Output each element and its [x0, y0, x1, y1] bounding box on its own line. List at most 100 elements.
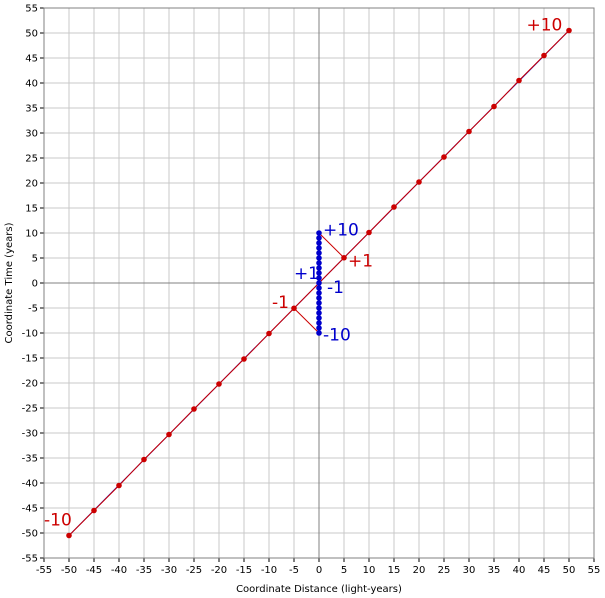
- data-point: [441, 154, 447, 160]
- y-tick-label: 10: [25, 229, 38, 240]
- y-tick-label: -40: [22, 479, 38, 490]
- y-tick-label: -30: [22, 429, 38, 440]
- data-point: [316, 240, 322, 246]
- x-tick-label: 5: [341, 565, 347, 576]
- data-point: [341, 254, 347, 261]
- data-point: [316, 280, 322, 286]
- data-point: [316, 245, 322, 251]
- x-tick-label: 15: [388, 565, 401, 576]
- data-point: [566, 27, 572, 34]
- y-tick-label: 0: [32, 279, 38, 290]
- x-tick-label: -50: [61, 565, 77, 576]
- annotation-label: +1: [348, 252, 373, 272]
- data-point: [316, 320, 322, 326]
- x-axis-title: Coordinate Distance (light-years): [236, 584, 402, 595]
- data-point: [366, 229, 372, 236]
- y-tick-label: -50: [22, 529, 38, 540]
- x-tick-label: 50: [563, 565, 576, 576]
- x-tick-label: -10: [261, 565, 277, 576]
- data-point: [316, 310, 322, 316]
- data-point: [316, 300, 322, 306]
- x-tick-label: -55: [36, 565, 52, 576]
- data-point: [316, 250, 322, 256]
- y-tick-label: 20: [25, 179, 38, 190]
- y-tick-label: 25: [25, 154, 38, 165]
- x-tick-label: -35: [136, 565, 152, 576]
- data-point: [416, 179, 422, 185]
- x-tick-label: 40: [513, 565, 526, 576]
- data-point: [316, 315, 322, 321]
- x-tick-labels: -55 -50 -45 -40 -35 -30 -25 -20 -15 -10 -5 0 5 10 15 20…: [36, 565, 601, 576]
- x-tick-label: -45: [86, 565, 102, 576]
- data-point: [191, 406, 197, 412]
- x-tick-label: 45: [538, 565, 551, 576]
- y-tick-label: 40: [25, 79, 38, 90]
- y-tick-label: -10: [22, 329, 38, 340]
- data-point: [216, 381, 222, 387]
- x-tick-label: 10: [363, 565, 376, 576]
- x-tick-label: 25: [438, 565, 451, 576]
- annotations: +10-10+10+1+1-1-1-10: [44, 16, 562, 531]
- x-tick-label: -25: [186, 565, 202, 576]
- world-line: [318, 232, 345, 259]
- data-point: [316, 235, 322, 241]
- y-tick-label: 15: [25, 204, 38, 215]
- x-tick-label: -40: [111, 565, 127, 576]
- y-tick-label: -55: [22, 554, 38, 565]
- data-point: [541, 52, 547, 59]
- data-point: [116, 482, 122, 489]
- data-point: [316, 260, 322, 266]
- data-point: [241, 356, 247, 362]
- data-point: [91, 507, 97, 514]
- data-point: [316, 230, 322, 236]
- y-tick-label: -45: [22, 504, 38, 515]
- data-point: [166, 431, 172, 438]
- y-tick-label: 5: [32, 254, 38, 265]
- world-line: [293, 307, 320, 334]
- x-tick-label: 35: [488, 565, 501, 576]
- data-points: [66, 27, 572, 539]
- x-tick-label: 30: [463, 565, 476, 576]
- x-tick-label: -30: [161, 565, 177, 576]
- y-axis-title: Coordinate Time (years): [4, 222, 15, 343]
- data-point: [316, 295, 322, 301]
- data-point: [316, 325, 322, 331]
- y-tick-labels: -55-50-45-40-35-30-25-20-15-10-505101520…: [22, 4, 38, 565]
- annotation-label: -10: [44, 511, 72, 531]
- data-point: [316, 330, 322, 336]
- data-point: [316, 290, 322, 296]
- annotation-label: -10: [323, 326, 351, 346]
- data-point: [316, 255, 322, 261]
- data-point: [141, 456, 147, 463]
- x-tick-label: 20: [413, 565, 426, 576]
- data-point: [466, 128, 472, 135]
- data-point: [66, 532, 72, 539]
- y-tick-label: -5: [28, 304, 38, 315]
- data-point: [316, 305, 322, 311]
- annotation-label: +10: [527, 16, 563, 36]
- data-point: [516, 77, 522, 84]
- x-tick-label: -20: [211, 565, 227, 576]
- data-point: [316, 285, 322, 291]
- y-tick-label: 35: [25, 104, 38, 115]
- data-point: [316, 270, 322, 276]
- data-point: [316, 265, 322, 271]
- y-tick-label: -35: [22, 454, 38, 465]
- y-tick-label: 50: [25, 29, 38, 40]
- y-tick-label: 55: [25, 4, 38, 15]
- y-tick-label: -25: [22, 404, 38, 415]
- annotation-label: -1: [272, 293, 289, 313]
- data-point: [391, 204, 397, 210]
- y-tick-label: 45: [25, 54, 38, 65]
- y-tick-label: -20: [22, 379, 38, 390]
- annotation-label: +10: [323, 221, 359, 241]
- data-point: [266, 330, 272, 337]
- x-tick-label: 55: [588, 565, 601, 576]
- x-tick-label: -5: [289, 565, 299, 576]
- y-tick-label: -15: [22, 354, 38, 365]
- annotation-label: -1: [327, 278, 344, 298]
- x-tick-label: 0: [316, 565, 322, 576]
- annotation-label: +1: [294, 264, 319, 284]
- y-tick-label: 30: [25, 129, 38, 140]
